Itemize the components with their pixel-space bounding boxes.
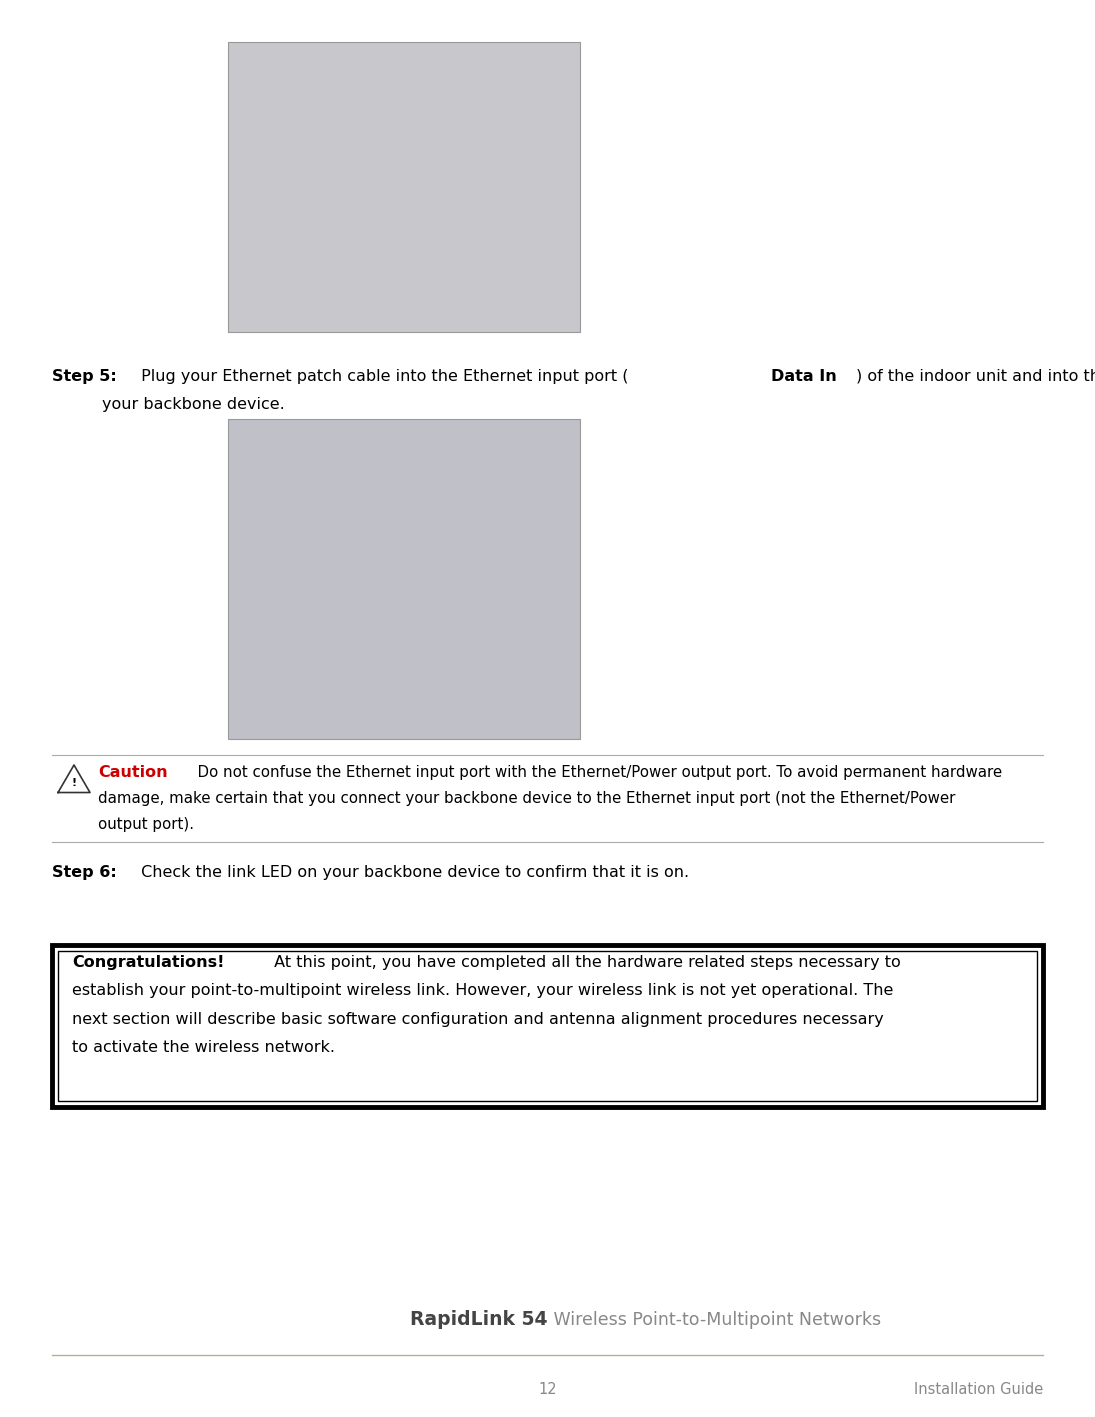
Text: ) of the indoor unit and into the data port of: ) of the indoor unit and into the data p…: [856, 368, 1095, 384]
Bar: [228, 419, 580, 740]
Bar: [58, 951, 1037, 1101]
Text: Wireless Point-to-Multipoint Networks: Wireless Point-to-Multipoint Networks: [548, 1311, 880, 1329]
Text: Caution: Caution: [97, 765, 168, 779]
Polygon shape: [58, 765, 90, 792]
Text: Step 6:: Step 6:: [51, 864, 117, 880]
Text: next section will describe basic software configuration and antenna alignment pr: next section will describe basic softwar…: [72, 1012, 884, 1027]
Text: Data In: Data In: [771, 368, 837, 384]
Bar: [51, 945, 1044, 1107]
Text: Installation Guide: Installation Guide: [913, 1382, 1044, 1397]
Text: Congratulations!: Congratulations!: [72, 955, 224, 971]
Text: damage, make certain that you connect your backbone device to the Ethernet input: damage, make certain that you connect yo…: [97, 791, 955, 806]
Text: output port).: output port).: [97, 818, 194, 832]
Text: to activate the wireless network.: to activate the wireless network.: [72, 1040, 335, 1056]
Text: Do not confuse the Ethernet input port with the Ethernet/Power output port. To a: Do not confuse the Ethernet input port w…: [188, 765, 1002, 779]
Text: Check the link LED on your backbone device to confirm that it is on.: Check the link LED on your backbone devi…: [136, 864, 689, 880]
Text: At this point, you have completed all the hardware related steps necessary to: At this point, you have completed all th…: [268, 955, 900, 971]
Text: your backbone device.: your backbone device.: [102, 398, 285, 412]
Text: Step 5:: Step 5:: [51, 368, 117, 384]
Text: Plug your Ethernet patch cable into the Ethernet input port (: Plug your Ethernet patch cable into the …: [136, 368, 629, 384]
Text: 12: 12: [538, 1382, 557, 1397]
Text: !: !: [71, 778, 77, 788]
Text: RapidLink 54: RapidLink 54: [410, 1309, 548, 1329]
Text: establish your point-to-multipoint wireless link. However, your wireless link is: establish your point-to-multipoint wirel…: [72, 983, 894, 999]
Bar: [228, 43, 580, 332]
